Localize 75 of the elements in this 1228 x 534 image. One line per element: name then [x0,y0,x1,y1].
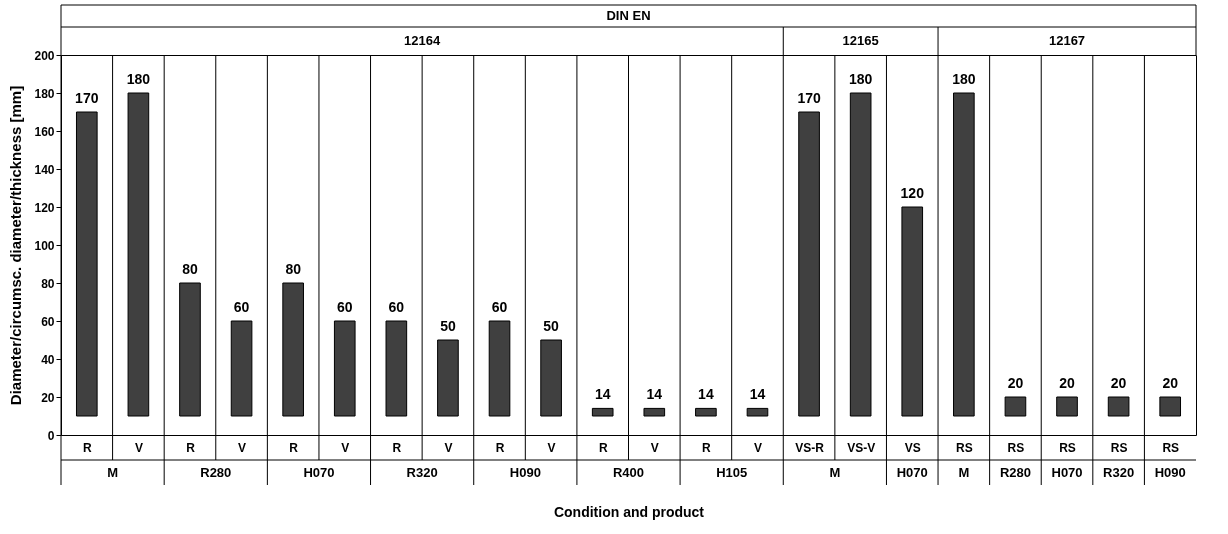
x-tick-label: R [598,440,608,455]
x-tick-label: R [82,440,92,455]
text: 12165 [842,33,879,48]
text: H070 [896,465,928,480]
x-tick-label: RS [1059,440,1076,455]
x-tick-label: V [444,440,453,455]
y-tick-label: 40 [41,352,55,367]
y-tick-label: 100 [34,238,55,253]
text: H070 [1051,465,1083,480]
x-tick-label: RS [956,440,973,455]
data-label: 60 [491,299,508,315]
text: H090 [1154,465,1186,480]
data-label: 50 [543,318,560,334]
x-tick-label: R [495,440,505,455]
data-label: 20 [1110,375,1127,391]
data-label: 120 [900,185,925,201]
y-axis-title: Diameter/circumsc. diameter/thickness [mm] [7,85,25,406]
data-label: 50 [440,318,456,334]
text: 12164 [404,33,441,48]
x-tick-label: V [650,440,659,455]
text: H105 [716,465,748,480]
x-tick-label: R [702,440,712,455]
y-tick-label: 200 [34,48,55,63]
data-label: 80 [182,261,198,277]
x-axis-title: Condition and product [553,503,705,520]
data-label: 80 [285,261,302,277]
x-tick-label: V [238,440,247,455]
data-label: 14 [698,386,714,403]
data-label: 180 [848,71,873,87]
x-tick-label: VS-V [847,440,876,455]
text: H090 [509,465,541,480]
text: 12167 [1048,33,1086,48]
x-tick-label: R [186,440,196,455]
x-tick-label: VS [904,440,921,455]
x-tick-label: V [134,440,143,455]
x-tick-label: V [547,440,556,455]
text: R280 [200,465,232,480]
y-tick-label: 180 [34,86,55,101]
text: DIN EN [606,8,651,23]
text: R400 [612,465,645,480]
data-label: 170 [75,90,99,106]
x-tick-label: VS-R [795,440,825,455]
y-tick-label: 80 [41,276,55,291]
y-tick-label: 120 [34,200,55,215]
text: R320 [406,465,438,480]
text: R280 [999,465,1031,480]
x-tick-label: R [289,440,299,455]
text: M [958,465,970,480]
data-label: 14 [594,386,611,403]
x-tick-label: V [341,440,350,455]
data-label: 60 [388,299,405,315]
x-tick-label: RS [1007,440,1025,455]
data-label: 60 [233,299,250,315]
y-tick-label: 0 [47,428,55,443]
data-label: 20 [1059,375,1076,391]
text: M [829,465,841,480]
data-label: 20 [1007,375,1024,391]
y-tick-label: 20 [41,390,55,405]
data-label: 170 [797,90,821,106]
text: R320 [1103,465,1135,480]
y-tick-label: 160 [34,124,55,139]
y-tick-label: 140 [34,162,55,177]
data-label: 180 [952,71,976,87]
y-tick-label: 60 [41,314,55,329]
text: H070 [303,465,335,480]
data-label: 20 [1162,375,1179,391]
data-label: 180 [126,71,151,87]
text: M [107,465,119,480]
data-label: 60 [336,299,353,315]
x-tick-label: V [753,440,762,455]
x-tick-label: R [392,440,402,455]
x-tick-label: RS [1162,440,1180,455]
data-label: 14 [749,386,766,403]
x-tick-label: RS [1110,440,1128,455]
data-label: 14 [646,386,663,403]
